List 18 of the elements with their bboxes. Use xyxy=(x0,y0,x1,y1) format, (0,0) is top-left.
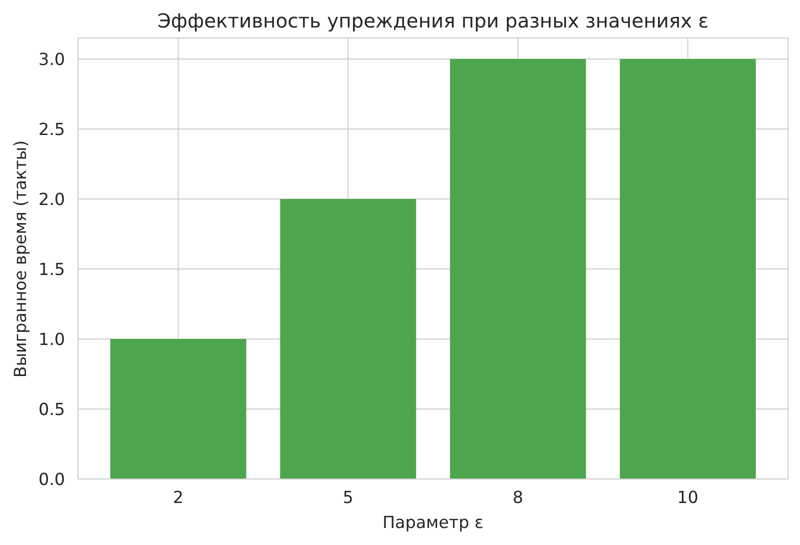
x-tick-label: 10 xyxy=(677,486,698,507)
x-tick-label: 2 xyxy=(172,486,184,507)
y-tick-label: 1.5 xyxy=(38,258,65,279)
y-tick-label: 1.0 xyxy=(38,328,65,349)
bar xyxy=(450,59,586,479)
x-tick-label: 8 xyxy=(512,486,524,507)
y-axis-title: Выигранное время (такты) xyxy=(10,140,30,378)
chart-title: Эффективность упреждения при разных значениях ε xyxy=(157,10,709,32)
y-tick-label: 2.0 xyxy=(38,188,65,209)
bar xyxy=(110,339,246,479)
y-tick-label: 0.5 xyxy=(38,398,65,419)
bar xyxy=(620,59,756,479)
y-tick-label: 2.5 xyxy=(38,118,65,139)
x-tick-label: 5 xyxy=(342,486,354,507)
y-tick-label: 3.0 xyxy=(38,48,65,69)
y-tick-label: 0.0 xyxy=(38,468,65,489)
x-axis-title: Параметр ε xyxy=(382,512,484,532)
bar xyxy=(280,199,416,479)
